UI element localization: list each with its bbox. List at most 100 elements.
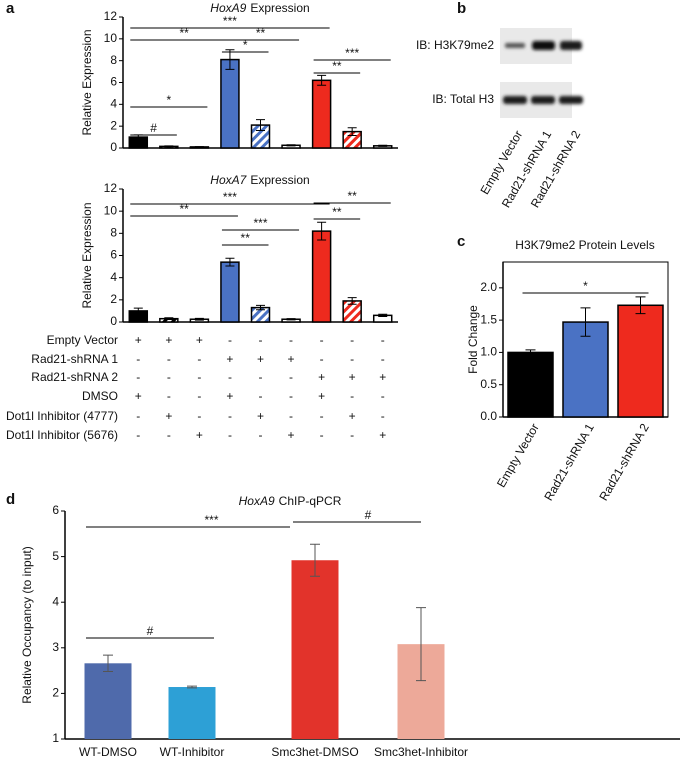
error-bar — [225, 49, 235, 70]
treatment-mark: - — [228, 409, 232, 423]
y-tick-label: 1 — [52, 731, 59, 745]
treatment-mark: - — [381, 409, 385, 423]
treatment-mark: - — [381, 333, 385, 347]
y-tick-label: 12 — [104, 181, 118, 195]
treatment-label: DMSO — [82, 389, 118, 403]
panel-label: b — [457, 0, 466, 17]
error-bar — [286, 318, 296, 321]
error-bar — [378, 144, 388, 147]
error-bar — [164, 317, 174, 321]
error-bar — [286, 144, 296, 147]
x-tick-label: Smc3het-Inhibitor — [374, 745, 468, 759]
y-axis-label: Fold Change — [466, 305, 480, 374]
error-bar — [635, 296, 646, 315]
treatment-mark: - — [350, 389, 354, 403]
treatment-mark: + — [165, 333, 172, 347]
significance-label: # — [365, 508, 372, 522]
treatment-mark: - — [259, 333, 263, 347]
y-tick-label: 6 — [110, 75, 117, 89]
treatment-label: Empty Vector — [47, 333, 118, 347]
treatment-mark: - — [197, 352, 201, 366]
treatment-label: Rad21-shRNA 1 — [31, 352, 118, 366]
treatment-mark: - — [289, 389, 293, 403]
bar — [617, 304, 664, 418]
bar — [562, 321, 609, 418]
treatment-mark: - — [350, 352, 354, 366]
treatment-label: Dot1l Inhibitor (5676) — [6, 428, 118, 442]
treatment-mark: + — [135, 389, 142, 403]
y-tick-label: 1.5 — [480, 312, 497, 326]
blot: IB: H3K79me2 IB: Total H3 — [416, 28, 583, 118]
y-tick-label: 4 — [52, 594, 59, 608]
treatment-label: Rad21-shRNA 2 — [31, 370, 118, 384]
x-tick-label: Empty Vector — [494, 421, 542, 490]
y-tick-label: 5 — [52, 549, 59, 563]
bar — [311, 79, 332, 149]
error-bar — [256, 304, 265, 311]
treatment-mark: - — [259, 428, 263, 442]
significance-label: ** — [332, 59, 342, 73]
bar — [291, 560, 339, 739]
treatment-mark: + — [257, 352, 264, 366]
treatment-mark: - — [228, 428, 232, 442]
y-tick-label: 2 — [110, 292, 117, 306]
treatment-mark: - — [289, 333, 293, 347]
treatment-mark: - — [167, 428, 171, 442]
error-bar — [416, 607, 426, 682]
treatment-mark: + — [318, 370, 325, 384]
y-axis-label: Relative Occupancy (to input) — [20, 546, 34, 703]
y-tick-label: 2.0 — [480, 280, 497, 294]
error-bar — [187, 685, 197, 689]
chart-title-text: Expression — [250, 1, 309, 15]
bar — [507, 351, 554, 418]
bar — [168, 687, 216, 739]
error-bar — [194, 317, 204, 321]
significance-label: *** — [345, 46, 359, 60]
significance-label: * — [243, 38, 248, 52]
treatment-mark: - — [320, 333, 324, 347]
treatment-mark: + — [196, 428, 203, 442]
error-bar — [347, 297, 357, 305]
y-tick-label: 6 — [110, 248, 117, 262]
significance-label: ** — [347, 189, 357, 203]
treatment-mark: - — [228, 370, 232, 384]
y-tick-label: 2 — [110, 118, 117, 132]
significance-label: * — [166, 93, 171, 107]
treatment-mark: - — [136, 370, 140, 384]
error-bar — [194, 146, 204, 148]
treatment-mark: - — [167, 370, 171, 384]
blot-band — [560, 41, 582, 50]
y-tick-label: 4 — [110, 97, 117, 111]
y-tick-label: 0 — [110, 314, 117, 328]
panel-label: a — [6, 0, 15, 17]
treatment-mark: - — [381, 352, 385, 366]
y-tick-label: 6 — [52, 503, 59, 517]
chart-title-text: Expression — [250, 173, 309, 187]
error-bar — [317, 221, 327, 241]
significance-label: # — [147, 624, 154, 638]
chart-title: HoxA7 Expression — [210, 173, 309, 187]
significance-label: *** — [204, 513, 218, 527]
blot-band — [503, 96, 527, 104]
x-tick-label: Rad21-shRNA 1 — [541, 421, 597, 503]
significance-label: *** — [253, 216, 267, 230]
error-bar — [347, 127, 357, 136]
blot-band — [559, 96, 583, 104]
chart-title-gene: HoxA9 — [210, 1, 246, 15]
treatment-mark: - — [136, 428, 140, 442]
significance-label: ** — [179, 202, 189, 216]
treatment-mark: - — [136, 352, 140, 366]
treatment-mark: - — [167, 352, 171, 366]
treatment-mark: + — [196, 333, 203, 347]
treatment-mark: - — [320, 352, 324, 366]
treatment-label: Dot1l Inhibitor (4777) — [6, 409, 118, 423]
error-bar — [225, 257, 235, 267]
error-bar — [133, 307, 143, 315]
treatment-mark: - — [197, 370, 201, 384]
significance-label: # — [150, 121, 157, 135]
significance-label: ** — [241, 231, 251, 245]
treatment-mark: - — [167, 389, 171, 403]
blot-row-label: IB: Total H3 — [432, 92, 494, 106]
panel-label: d — [6, 491, 15, 508]
